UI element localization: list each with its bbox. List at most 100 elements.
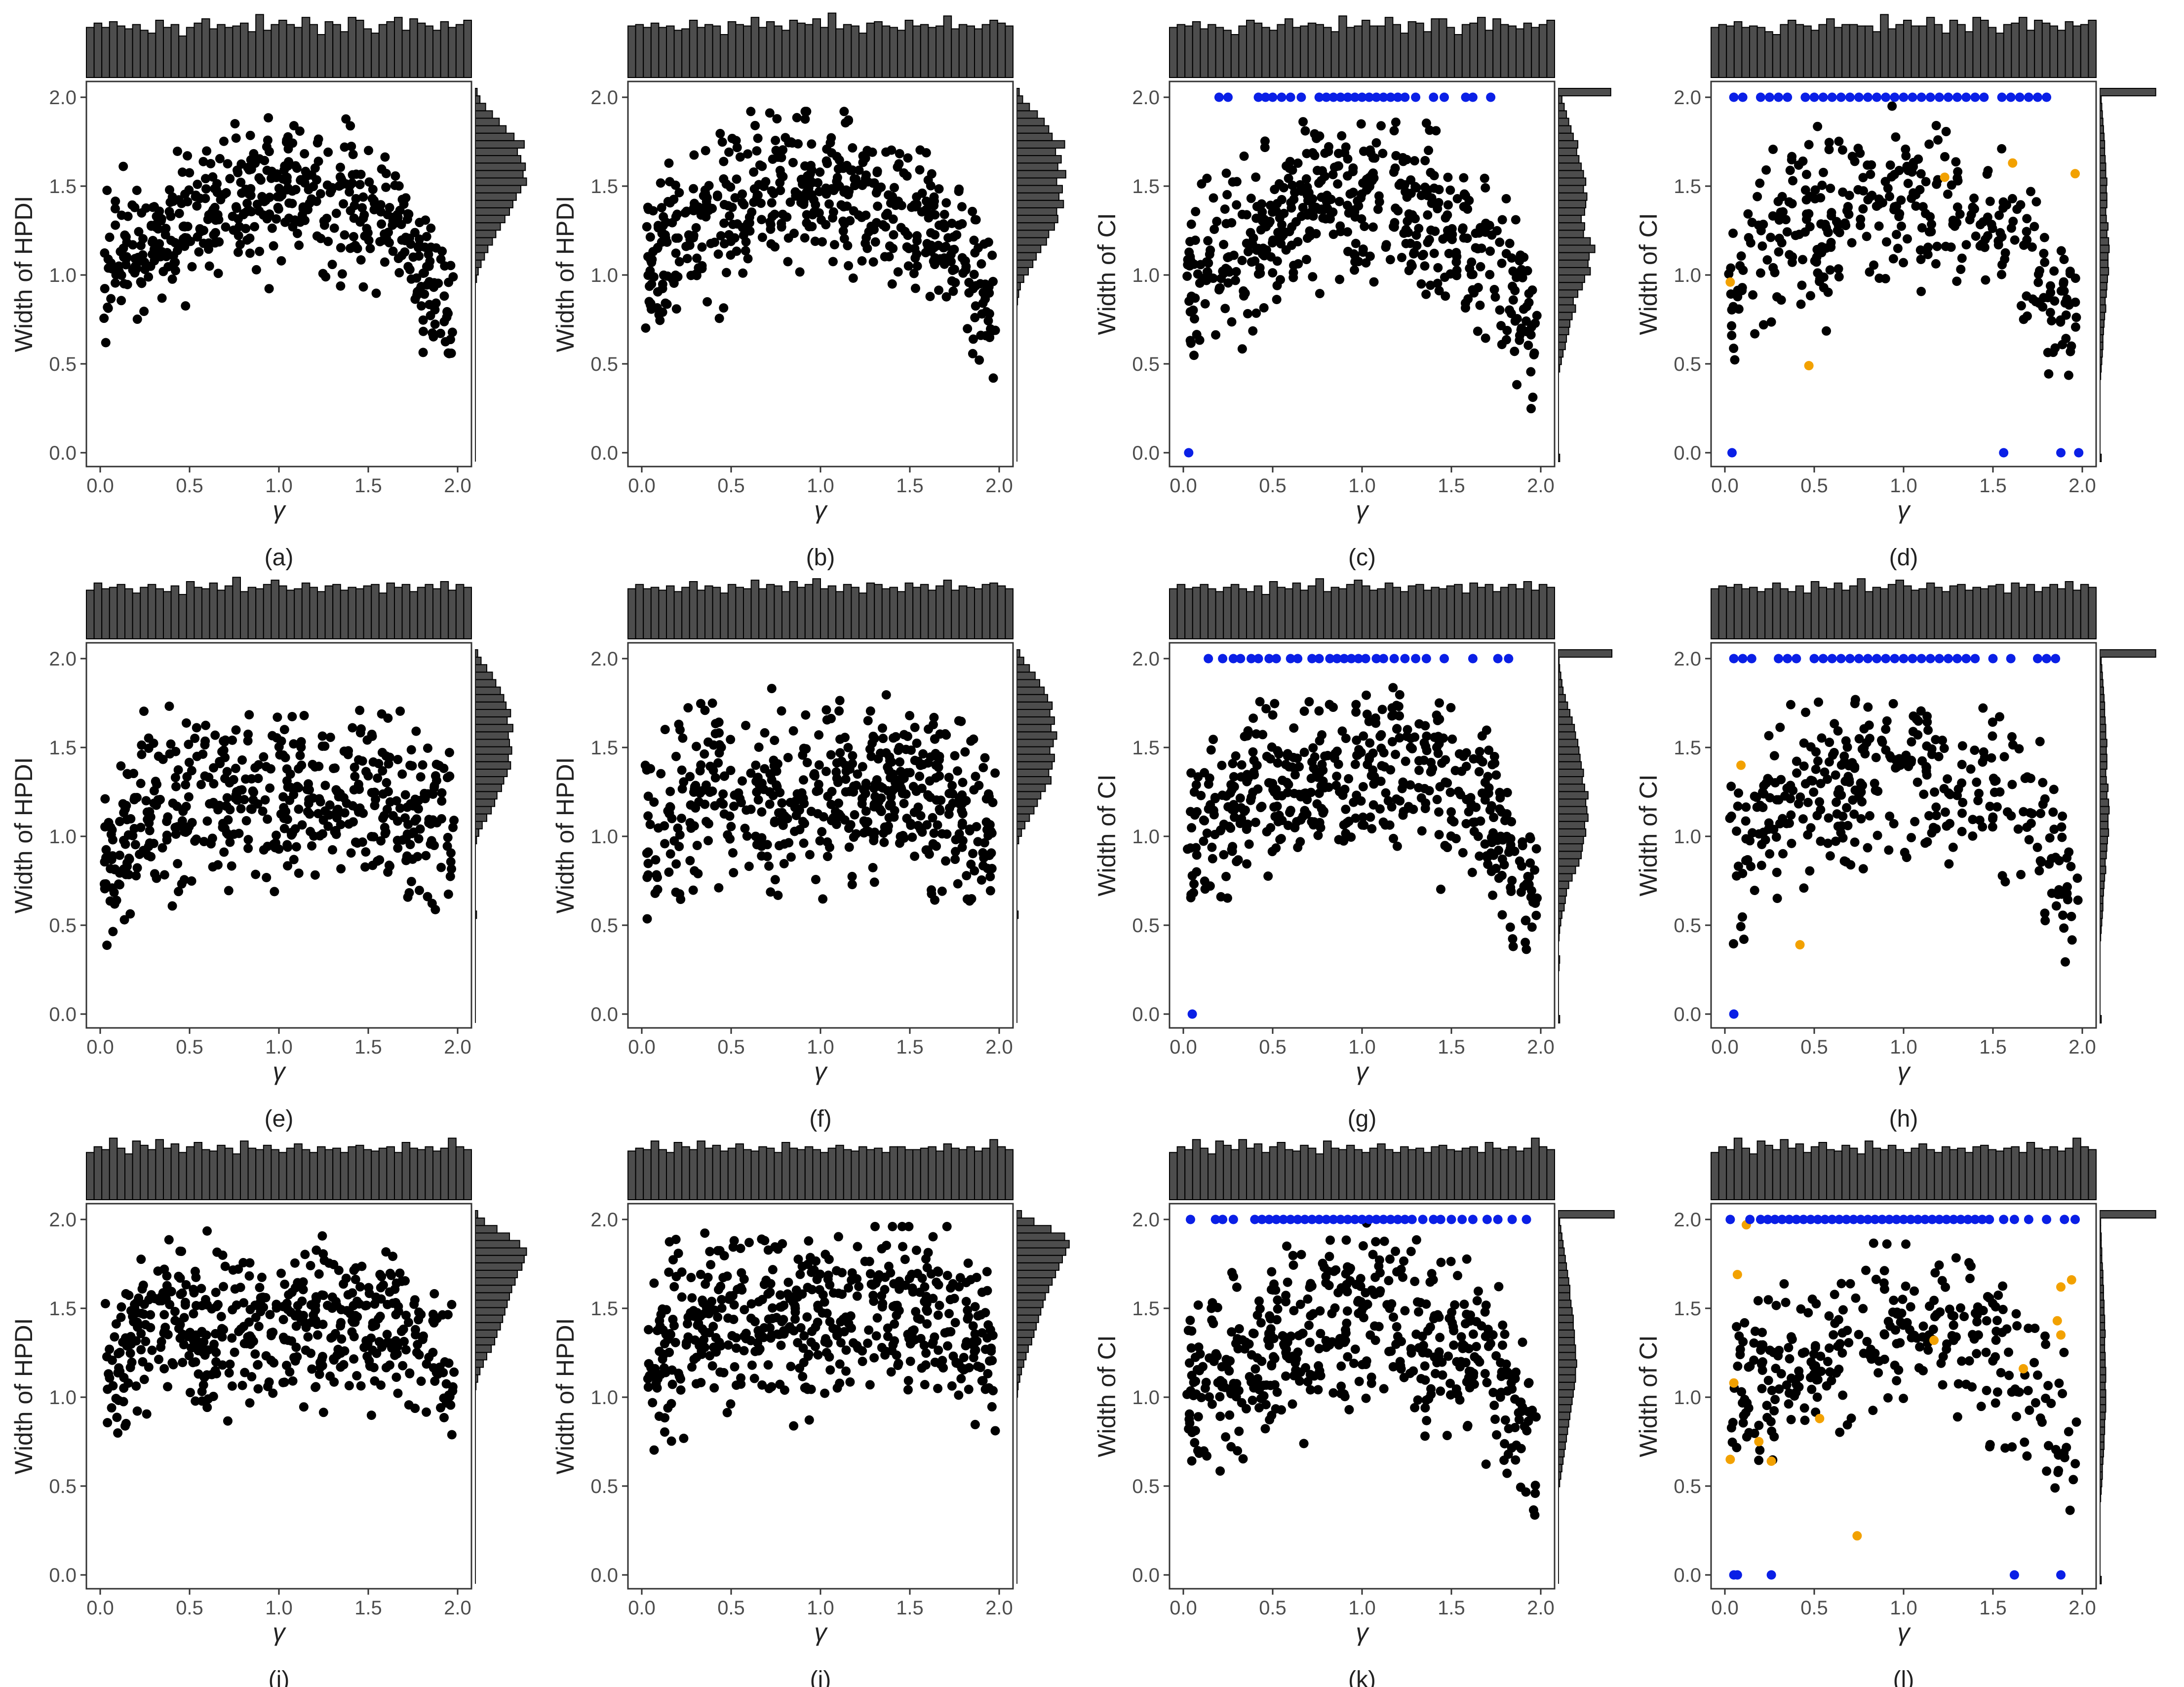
- right-hist-bar: [1558, 843, 1583, 852]
- point: [418, 315, 428, 325]
- point: [1308, 194, 1318, 204]
- top-hist-bar: [812, 18, 821, 78]
- top-hist-bar: [1988, 585, 1997, 639]
- point: [1916, 286, 1926, 296]
- point: [808, 178, 818, 188]
- point: [694, 263, 703, 273]
- point: [674, 188, 684, 197]
- x-axis-label: γ: [815, 1058, 828, 1085]
- point: [907, 202, 917, 212]
- point: [799, 799, 809, 809]
- right-hist-bar: [1558, 701, 1568, 710]
- point: [192, 723, 201, 733]
- point: [1298, 811, 1308, 821]
- point: [1892, 230, 1902, 239]
- point: [2007, 194, 2017, 203]
- point: [1810, 256, 1820, 266]
- y-tick-label: 0.5: [590, 353, 618, 375]
- point: [1340, 785, 1350, 794]
- point: [1418, 249, 1428, 259]
- point-blue: [1328, 92, 1338, 102]
- point: [239, 795, 249, 805]
- top-hist-bar: [1230, 584, 1240, 640]
- point: [834, 798, 844, 808]
- right-hist-bar: [1558, 237, 1591, 246]
- point: [2070, 322, 2080, 332]
- point: [2053, 890, 2063, 900]
- y-tick-label: 0.5: [1674, 915, 1701, 937]
- top-hist-bar: [1285, 18, 1293, 78]
- point: [346, 121, 355, 131]
- point: [258, 806, 268, 816]
- point: [150, 869, 159, 879]
- point: [1881, 724, 1891, 734]
- point: [726, 765, 736, 775]
- top-hist-bar: [735, 587, 744, 639]
- top-hist-bar: [109, 1138, 118, 1201]
- point: [906, 821, 916, 830]
- point: [976, 259, 986, 269]
- point: [800, 107, 810, 117]
- point: [406, 274, 416, 284]
- point: [395, 706, 405, 716]
- point: [1196, 260, 1206, 270]
- top-hist-bar: [2065, 21, 2074, 78]
- top-hist-bar: [93, 1146, 103, 1200]
- point: [1787, 838, 1796, 848]
- x-axis-label: γ: [1898, 496, 1911, 524]
- point: [2060, 298, 2070, 308]
- point: [1752, 802, 1762, 812]
- right-hist-bar: [2100, 821, 2109, 829]
- point: [1988, 814, 1998, 824]
- point: [1850, 763, 1860, 773]
- point: [388, 246, 398, 256]
- point: [766, 887, 776, 897]
- point: [884, 252, 894, 262]
- right-hist-bar: [475, 192, 517, 201]
- point: [713, 249, 723, 259]
- right-hist-bar: [2100, 708, 2106, 718]
- point: [689, 184, 699, 194]
- top-hist-bar: [355, 588, 364, 639]
- point: [1222, 190, 1232, 199]
- point: [243, 835, 253, 845]
- point: [132, 186, 142, 196]
- top-hist-bar: [124, 28, 133, 78]
- point: [426, 223, 436, 233]
- top-hist-bar: [1292, 27, 1301, 78]
- point-blue: [1354, 654, 1364, 664]
- point: [1927, 749, 1937, 759]
- point-blue: [1881, 654, 1891, 664]
- point: [243, 187, 253, 196]
- point: [873, 754, 883, 764]
- point: [149, 786, 159, 796]
- point: [683, 703, 693, 713]
- top-hist-bar: [263, 30, 272, 78]
- point: [1814, 697, 1824, 707]
- top-hist-bar: [355, 1144, 364, 1201]
- right-hist-bar: [1558, 304, 1576, 313]
- point: [424, 815, 434, 824]
- point: [657, 237, 666, 247]
- point: [1389, 833, 1399, 843]
- point: [384, 228, 393, 237]
- right-hist-bar: [1016, 671, 1036, 680]
- point: [660, 839, 670, 849]
- right-hist-bar: [2100, 312, 2106, 320]
- right-hist-bar: [475, 753, 509, 762]
- point-blue: [1908, 654, 1917, 664]
- point: [391, 1373, 401, 1382]
- point: [130, 262, 140, 272]
- point: [422, 262, 431, 272]
- point: [1988, 731, 1997, 741]
- point: [1447, 224, 1457, 234]
- point: [416, 1376, 426, 1386]
- y-axis-label: Width of HPDI: [551, 757, 579, 914]
- top-hist-bar: [101, 1149, 110, 1200]
- top-hist-bar: [224, 1147, 234, 1201]
- point: [225, 174, 235, 184]
- point: [1210, 794, 1220, 804]
- point: [250, 1349, 260, 1359]
- point: [863, 716, 873, 726]
- point: [1312, 165, 1322, 175]
